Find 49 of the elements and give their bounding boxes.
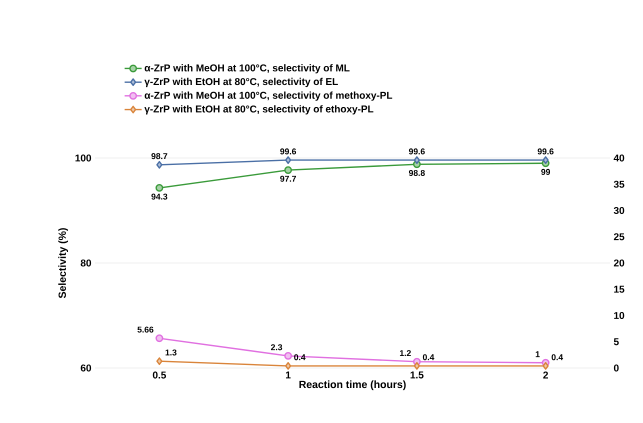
point (156, 357, 162, 366)
legend-label: α-ZrP with MeOH at 100°C, selectivity of ML (144, 64, 350, 74)
point (155, 334, 164, 342)
y2-tick-label: 25 (614, 233, 624, 240)
data-label: 2.3 (270, 344, 282, 350)
legend-label: γ-ZrP with EtOH at 80°C, selectivity of EL (144, 78, 338, 88)
x-tick-label: 2 (543, 372, 548, 378)
point (285, 362, 292, 370)
data-label: 0.4 (422, 354, 434, 360)
data-label: 5.66 (137, 326, 154, 333)
y-axis-title: Selectivity (%) (58, 228, 68, 298)
point (542, 156, 549, 164)
data-label: 99.6 (408, 148, 425, 154)
point (284, 352, 292, 360)
y-tick-label: 60 (80, 364, 92, 372)
y2-tick-label: 30 (614, 206, 624, 214)
y2-tick-label: 10 (614, 312, 624, 320)
data-label: 94.3 (151, 194, 168, 200)
y2-tick-label: 15 (614, 286, 624, 293)
point (414, 362, 420, 370)
point (285, 156, 292, 164)
data-label: 99.6 (280, 148, 296, 154)
y-tick-label: 100 (75, 154, 92, 162)
point (155, 184, 164, 192)
y2-tick-label: 5 (614, 338, 619, 346)
y2-tick-label: 35 (614, 180, 624, 188)
data-label: 0.4 (552, 354, 564, 360)
data-label: 99 (541, 168, 550, 175)
x-tick-label: 1 (286, 372, 291, 378)
data-label: 98.8 (408, 170, 425, 176)
x-axis-title: Reaction time (hours) (299, 380, 406, 390)
x-tick-label: 0.5 (152, 372, 166, 379)
data-label: 1.3 (166, 349, 177, 356)
y2-tick-label: 0 (614, 364, 619, 372)
data-label: 1.2 (400, 350, 411, 356)
y-tick-label: 80 (80, 259, 92, 267)
data-label: 97.7 (280, 176, 296, 182)
legend-label: γ-ZrP with EtOH at 80°C, selectivity of ethoxy-PL (144, 105, 374, 114)
data-label: 1 (536, 351, 540, 358)
legend-label: α-ZrP with MeOH at 100°C, selectivity of methoxy-PL (144, 92, 392, 101)
data-label: 99.6 (538, 148, 554, 154)
point (542, 362, 549, 370)
y2-tick-label: 20 (614, 259, 624, 267)
point (156, 160, 162, 169)
point (284, 166, 292, 174)
point (414, 156, 420, 164)
y2-tick-label: 40 (614, 154, 624, 162)
data-label: 98.7 (151, 153, 168, 160)
x-tick-label: 1.5 (410, 372, 424, 378)
